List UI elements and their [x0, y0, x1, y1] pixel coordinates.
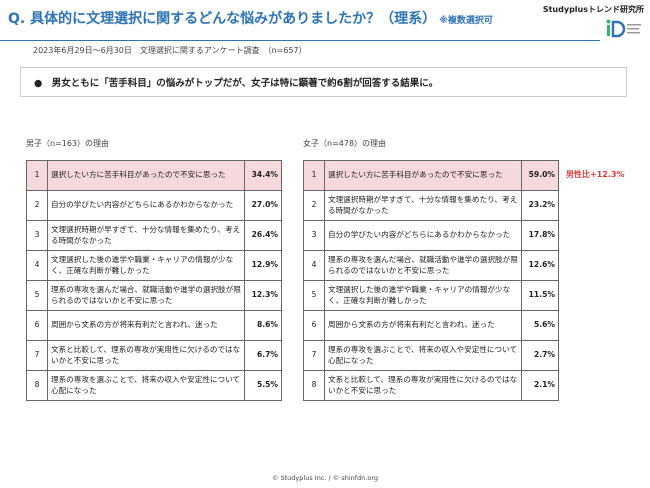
table-row: 6 周囲から文系の方が将来有利だと言われ、迷った 8.6%	[26, 310, 282, 341]
reason: 周囲から文系の方が将来有利だと言われ、迷った	[324, 310, 522, 341]
reason: 理系の専攻を選んだ場合、就職活動や進学の選択肢が限られるのではないかと不安に思っ…	[47, 280, 245, 311]
value: 59.0%	[521, 160, 559, 191]
value: 17.8%	[521, 220, 559, 251]
rank: 1	[26, 160, 48, 191]
table: 1 選択したい方に苦手科目があったので不安に思った 59.0% 2 文理選択時期が早すぎ…	[303, 160, 559, 401]
rank: 8	[303, 370, 325, 401]
title: Q. 具体的に文理選択に関するどんな悩みがありましたか？（理系） ※複数選択可	[8, 8, 493, 28]
value: 2.1%	[521, 370, 559, 401]
summary: ● 男女ともに「苦手科目」の悩みがトップだが、女子は特に顕著で約6割が回答する結…	[34, 78, 439, 89]
value: 11.5%	[521, 280, 559, 311]
table-row: 4 文理選択した後の進学や職業・キャリアの情報が少なく、正確な判断が難しかった 12…	[26, 250, 282, 281]
summary-box	[20, 67, 627, 97]
reason: 周囲から文系の方が将来有利だと言われ、迷った	[47, 310, 245, 341]
value: 34.4%	[244, 160, 282, 191]
logo	[606, 19, 641, 38]
table-row: 2 自分の学びたい内容がどちらにあるかわからなかった 27.0%	[26, 190, 282, 221]
reason: 文理選択時期が早すぎて、十分な情報を集めたり、考える時間がなかった	[47, 220, 245, 251]
rank: 1	[303, 160, 325, 191]
rank: 3	[303, 220, 325, 251]
reason: 文系と比較して、理系の専攻が実用性に欠けるのではないかと不安に思った	[47, 340, 245, 371]
table-row: 6 周囲から文系の方が将来有利だと言われ、迷った 5.6%	[303, 310, 559, 341]
table-row: 1 選択したい方に苦手科目があったので不安に思った 34.4%	[26, 160, 282, 191]
table: 1 選択したい方に苦手科目があったので不安に思った 34.4% 2 自分の学びたい内容が…	[26, 160, 282, 401]
annotation: 男性比+12.3%	[566, 170, 625, 179]
summary-text: 男女ともに「苦手科目」の悩みがトップだが、女子は特に顕著で約6割が回答する結果に…	[51, 78, 439, 89]
rank: 4	[26, 250, 48, 281]
reason: 文理選択した後の進学や職業・キャリアの情報が少なく、正確な判断が難しかった	[47, 250, 245, 281]
rank: 7	[26, 340, 48, 371]
rank: 3	[26, 220, 48, 251]
value: 12.6%	[521, 250, 559, 281]
value: 12.9%	[244, 250, 282, 281]
rule	[0, 40, 600, 41]
reason: 理系の専攻を選ぶことで、将来の収入や安定性について心配になった	[324, 340, 522, 371]
table-row: 2 文理選択時期が早すぎて、十分な情報を集めたり、考える時間がなかった 23.2%	[303, 190, 559, 221]
reason: 自分の学びたい内容がどちらにあるかわからなかった	[324, 220, 522, 251]
title-note: ※複数選択可	[439, 16, 493, 26]
rank: 5	[303, 280, 325, 311]
rank: 6	[303, 310, 325, 341]
rank: 2	[303, 190, 325, 221]
rank: 7	[303, 340, 325, 371]
footer: © Studyplus Inc. / © shinfdn.org	[271, 474, 379, 482]
value: 5.6%	[521, 310, 559, 341]
reason: 理系の専攻を選んだ場合、就職活動や進学の選択肢が限られるのではないかと不安に思っ…	[324, 250, 522, 281]
reason: 選択したい方に苦手科目があったので不安に思った	[324, 160, 522, 191]
table-row: 5 理系の専攻を選んだ場合、就職活動や進学の選択肢が限られるのではないかと不安に思…	[26, 280, 282, 311]
value: 26.4%	[244, 220, 282, 251]
table-row: 5 文理選択した後の進学や職業・キャリアの情報が少なく、正確な判断が難しかった 11…	[303, 280, 559, 311]
rank: 8	[26, 370, 48, 401]
table-row: 8 理系の専攻を選ぶことで、将来の収入や安定性について心配になった 5.5%	[26, 370, 282, 401]
brand: Studyplusトレンド研究所	[542, 5, 644, 14]
table-row: 3 自分の学びたい内容がどちらにあるかわからなかった 17.8%	[303, 220, 559, 251]
reason: 理系の専攻を選ぶことで、将来の収入や安定性について心配になった	[47, 370, 245, 401]
table-row: 4 理系の専攻を選んだ場合、就職活動や進学の選択肢が限られるのではないかと不安に思…	[303, 250, 559, 281]
reason: 選択したい方に苦手科目があったので不安に思った	[47, 160, 245, 191]
value: 27.0%	[244, 190, 282, 221]
table-caption: 男子（n=163）の理由	[26, 139, 110, 148]
value: 2.7%	[521, 340, 559, 371]
table-row: 7 理系の専攻を選ぶことで、将来の収入や安定性について心配になった 2.7%	[303, 340, 559, 371]
rank: 4	[303, 250, 325, 281]
value: 6.7%	[244, 340, 282, 371]
reason: 文理選択した後の進学や職業・キャリアの情報が少なく、正確な判断が難しかった	[324, 280, 522, 311]
subtitle: 2023年6月29日〜6月30日 文理選択に関するアンケート調査 （n=657）	[33, 46, 307, 55]
value: 5.5%	[244, 370, 282, 401]
table-caption: 女子（n=478）の理由	[303, 139, 387, 148]
reason: 自分の学びたい内容がどちらにあるかわからなかった	[47, 190, 245, 221]
reason: 文理選択時期が早すぎて、十分な情報を集めたり、考える時間がなかった	[324, 190, 522, 221]
table-row: 7 文系と比較して、理系の専攻が実用性に欠けるのではないかと不安に思った 6.7%	[26, 340, 282, 371]
rank: 6	[26, 310, 48, 341]
rank: 5	[26, 280, 48, 311]
rank: 2	[26, 190, 48, 221]
title-text: Q. 具体的に文理選択に関するどんな悩みがありましたか？（理系）	[8, 11, 437, 27]
table-row: 1 選択したい方に苦手科目があったので不安に思った 59.0%	[303, 160, 559, 191]
value: 8.6%	[244, 310, 282, 341]
value: 12.3%	[244, 280, 282, 311]
table-row: 3 文理選択時期が早すぎて、十分な情報を集めたり、考える時間がなかった 26.4%	[26, 220, 282, 251]
table-row: 8 文系と比較して、理系の専攻が実用性に欠けるのではないかと不安に思った 2.1%	[303, 370, 559, 401]
value: 23.2%	[521, 190, 559, 221]
reason: 文系と比較して、理系の専攻が実用性に欠けるのではないかと不安に思った	[324, 370, 522, 401]
